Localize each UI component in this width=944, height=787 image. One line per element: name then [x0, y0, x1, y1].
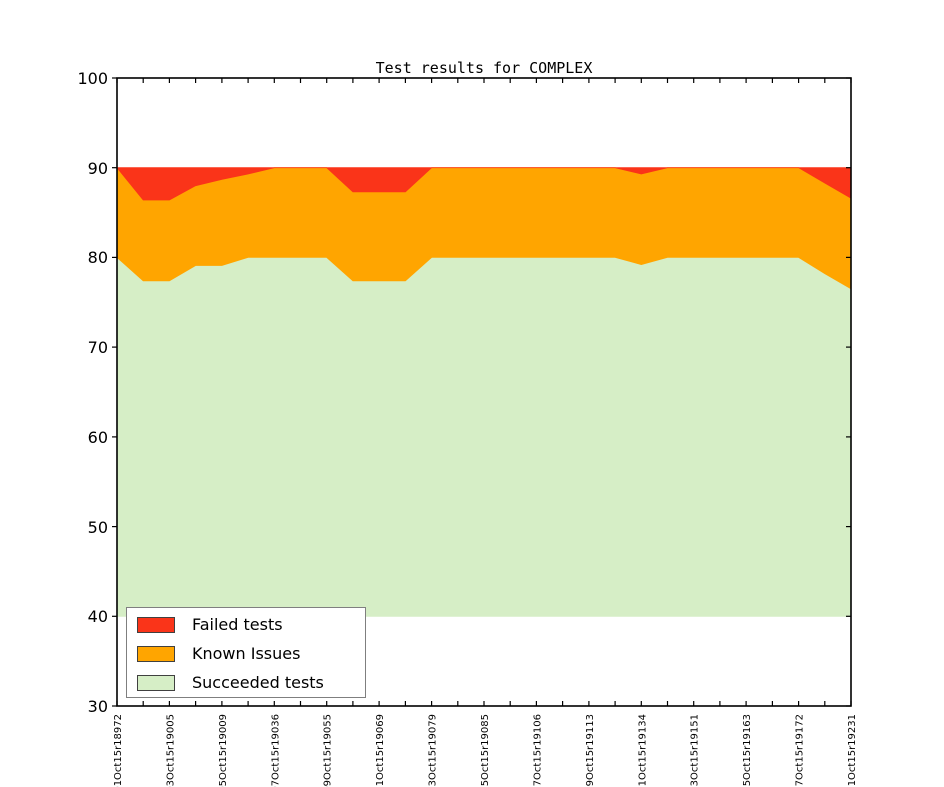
legend-label-failed-tests: Failed tests	[192, 615, 283, 634]
chart-title: Test results for COMPLEX	[375, 59, 593, 77]
x-tick-label: 31Oct15r19231	[847, 714, 858, 787]
x-tick-label: 03Oct15r19005	[165, 714, 176, 787]
x-tick-label: 19Oct15r19113	[585, 714, 596, 787]
y-tick-label: 30	[87, 697, 108, 716]
y-tick-label: 100	[77, 69, 108, 88]
x-tick-label: 25Oct15r19163	[742, 714, 753, 787]
x-tick-label: 13Oct15r19079	[428, 714, 439, 787]
legend: Failed tests Known Issues Succeeded test…	[126, 607, 366, 698]
x-tick-label: 21Oct15r19134	[637, 714, 648, 787]
y-tick-label: 80	[87, 248, 108, 267]
y-tick-label: 60	[87, 428, 108, 447]
y-tick-label: 70	[87, 338, 108, 357]
x-tick-label: 17Oct15r19106	[532, 714, 543, 787]
y-tick-label: 90	[87, 159, 108, 178]
x-tick-label: 09Oct15r19055	[323, 714, 334, 787]
x-tick-label: 01Oct15r18972	[113, 714, 124, 787]
area-succeeded-tests	[116, 256, 852, 617]
legend-swatch-known-issues	[137, 645, 175, 662]
legend-item-succeeded-tests: Succeeded tests	[137, 673, 324, 692]
legend-swatch-failed-tests	[137, 616, 175, 633]
legend-label-succeeded-tests: Succeeded tests	[192, 673, 324, 692]
legend-label-known-issues: Known Issues	[192, 644, 301, 663]
x-tick-label: 05Oct15r19009	[218, 714, 229, 787]
legend-item-known-issues: Known Issues	[137, 644, 300, 663]
x-tick-label: 07Oct15r19036	[270, 714, 281, 787]
x-tick-label: 27Oct15r19172	[795, 714, 806, 787]
x-tick-label: 11Oct15r19069	[375, 714, 386, 787]
legend-swatch-succeeded-tests	[137, 674, 175, 691]
y-tick-label: 50	[87, 518, 108, 537]
legend-item-failed-tests: Failed tests	[137, 615, 283, 634]
y-tick-label: 40	[87, 607, 108, 626]
x-tick-label: 15Oct15r19085	[480, 714, 491, 787]
x-tick-label: 23Oct15r19151	[690, 714, 701, 787]
